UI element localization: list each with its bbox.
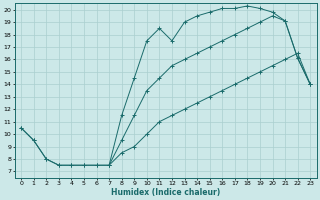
X-axis label: Humidex (Indice chaleur): Humidex (Indice chaleur) xyxy=(111,188,220,197)
